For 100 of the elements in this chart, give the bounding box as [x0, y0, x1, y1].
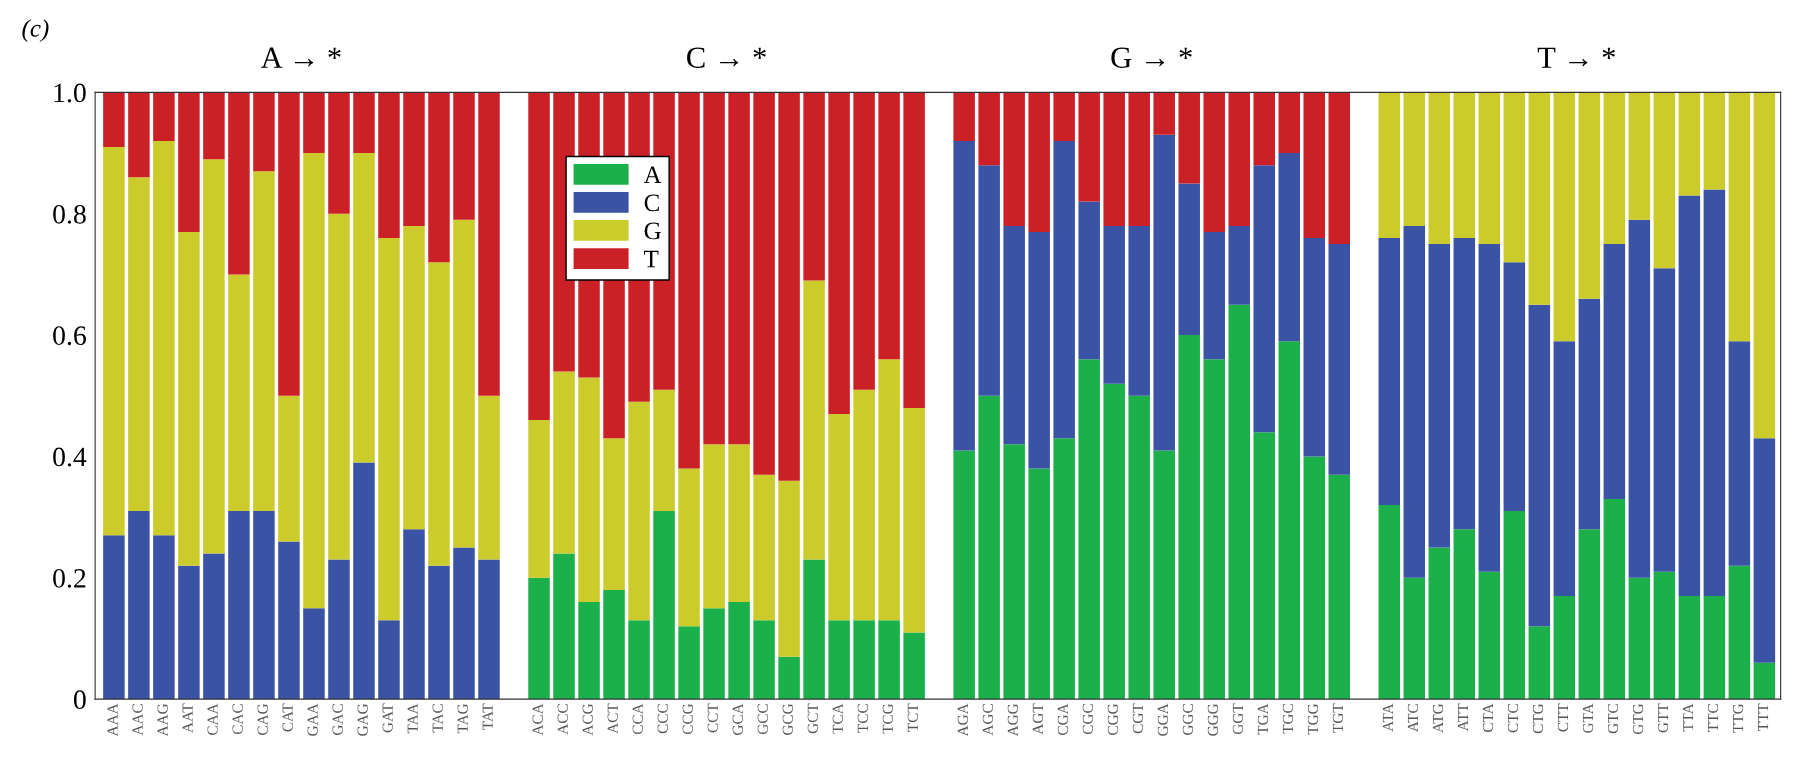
- x-tick-label: CCT: [707, 703, 718, 733]
- bar: [628, 401, 650, 621]
- bar: [1028, 92, 1050, 232]
- x-tick-label: GAT: [382, 703, 393, 733]
- bar: [878, 92, 900, 360]
- bar: [678, 626, 700, 700]
- bar: [1553, 596, 1576, 700]
- bar: [278, 395, 300, 542]
- x-tick-label: CGC: [1082, 704, 1094, 735]
- x-tick-label: ACG: [582, 703, 593, 736]
- bar: [1528, 626, 1551, 700]
- bar: [1753, 92, 1776, 439]
- bar: [653, 511, 675, 700]
- bar: [1003, 225, 1025, 445]
- bar: [1328, 92, 1351, 245]
- x-tick-label: CGG: [1107, 703, 1119, 735]
- x-tick-label: CTG: [1532, 703, 1544, 734]
- bar: [178, 231, 200, 566]
- bar: [303, 153, 325, 609]
- bar: [1678, 92, 1701, 196]
- bar: [1003, 444, 1025, 700]
- bar: [1553, 92, 1576, 342]
- bar: [1428, 92, 1451, 245]
- bar: [453, 547, 475, 700]
- bar: [803, 280, 825, 560]
- bar: [978, 165, 1000, 396]
- bar: [628, 620, 650, 700]
- bar: [453, 92, 475, 220]
- bar: [1228, 92, 1250, 226]
- bar: [353, 153, 375, 463]
- bar: [1628, 219, 1651, 578]
- bar: [878, 359, 900, 621]
- x-tick-label: AGT: [1032, 703, 1043, 735]
- legend-label: T: [644, 250, 659, 268]
- bar: [1303, 92, 1325, 239]
- x-tick-label: AGG: [1007, 703, 1018, 737]
- bar: [803, 559, 825, 700]
- bar: [1078, 201, 1100, 360]
- bar: [128, 511, 150, 700]
- bar: [203, 553, 225, 700]
- bar: [228, 92, 250, 275]
- bar: [553, 371, 575, 554]
- x-tick-label: GCT: [807, 703, 818, 734]
- x-tick-label: TAT: [482, 703, 493, 730]
- bar: [1328, 244, 1351, 475]
- bar: [1603, 92, 1626, 245]
- bar: [1528, 92, 1551, 305]
- bar: [553, 553, 575, 700]
- bar: [253, 171, 275, 512]
- bar: [1278, 341, 1300, 700]
- legend-label: G: [644, 222, 661, 240]
- bar: [1678, 195, 1701, 597]
- bar: [1478, 571, 1501, 700]
- bar: [1678, 596, 1701, 700]
- bar: [1178, 92, 1200, 184]
- x-tick-label: ATC: [1407, 704, 1419, 733]
- bar: [278, 541, 300, 700]
- bar: [478, 395, 500, 560]
- x-tick-label: TAC: [432, 704, 443, 733]
- bar: [403, 225, 425, 530]
- x-tick-label: GAC: [332, 704, 343, 735]
- x-tick-label: GTG: [1632, 703, 1644, 735]
- bar: [378, 238, 400, 621]
- x-tick-label: AGA: [957, 703, 968, 737]
- bar: [428, 92, 450, 263]
- bar: [1203, 359, 1225, 700]
- bar: [203, 159, 225, 554]
- bar: [228, 274, 250, 512]
- bar: [378, 620, 400, 700]
- x-tick-label: ACC: [557, 704, 568, 735]
- bar: [1703, 596, 1726, 700]
- bar: [1253, 432, 1275, 700]
- bar: [1253, 165, 1275, 433]
- bar: [778, 480, 800, 657]
- x-tick-label: GCG: [782, 703, 793, 735]
- bar: [153, 92, 175, 141]
- bar: [303, 92, 325, 154]
- bar: [778, 92, 800, 481]
- bar: [1653, 571, 1676, 700]
- x-tick-label: TTC: [1707, 704, 1719, 732]
- x-tick-label: TCG: [882, 703, 893, 734]
- bar: [1128, 92, 1150, 226]
- bar: [1603, 498, 1626, 700]
- bar: [253, 92, 275, 172]
- x-tick-label: GCC: [757, 704, 768, 735]
- y-tick-label: 0.2: [53, 568, 86, 588]
- bar: [1503, 262, 1526, 512]
- x-tick-label: TGT: [1332, 703, 1344, 733]
- bar: [1228, 304, 1250, 700]
- x-tick-label: TCA: [832, 703, 843, 734]
- bar: [1303, 238, 1325, 457]
- bar: [578, 602, 600, 700]
- y-tick-label: 1.0: [54, 83, 86, 103]
- x-tick-label: CGT: [1132, 703, 1144, 734]
- x-tick-label: CGA: [1057, 703, 1068, 735]
- bar: [1453, 92, 1476, 239]
- bar: [728, 602, 750, 700]
- bar: [853, 620, 875, 700]
- bar: [1478, 92, 1501, 245]
- x-tick-label: TTG: [1732, 703, 1744, 733]
